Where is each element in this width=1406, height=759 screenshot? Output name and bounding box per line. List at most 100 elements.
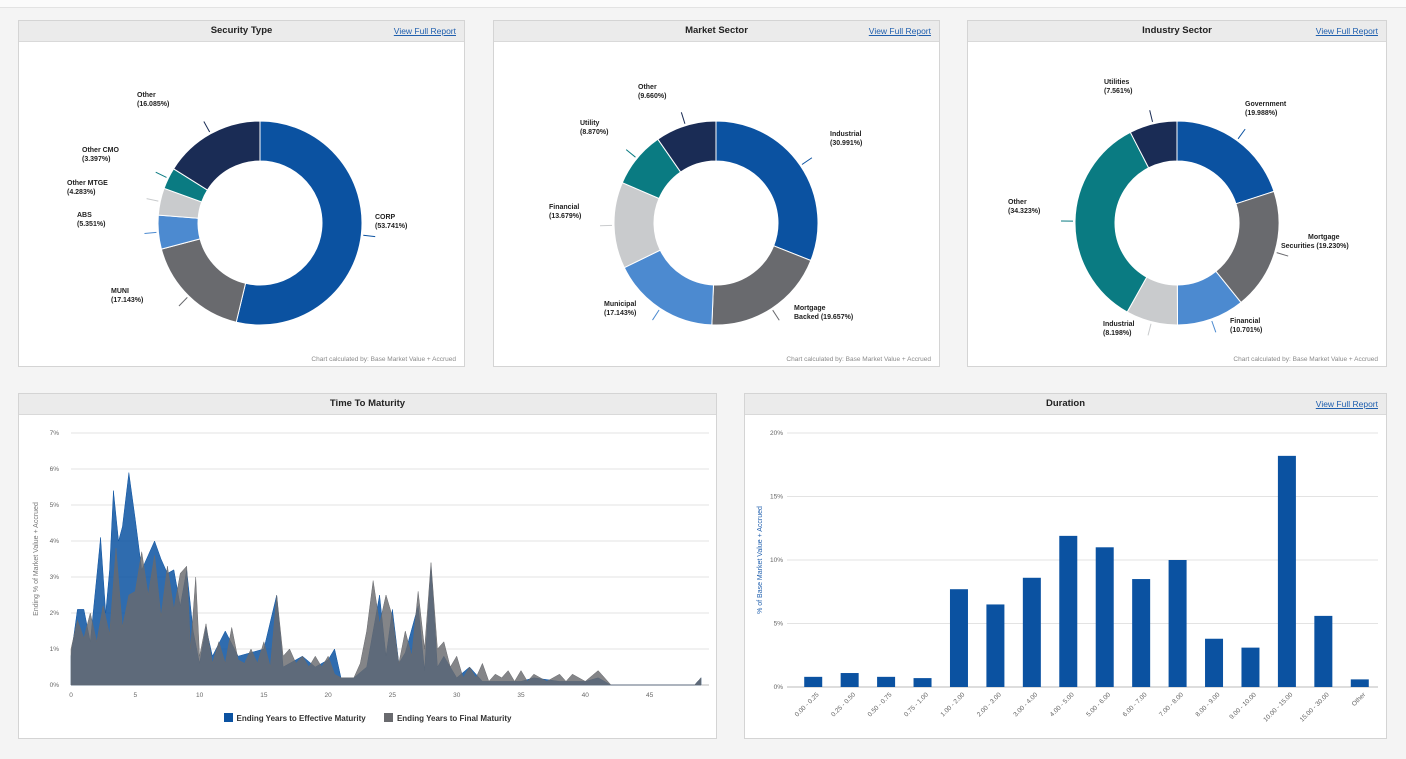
slice-label-utilities: Utilities — [1104, 79, 1129, 86]
slice-label-abs: ABS — [77, 212, 92, 219]
slice-label-muni: MUNI — [111, 288, 129, 295]
slice-value-other: (9.660%) — [638, 93, 666, 100]
duration-panel: Duration View Full Report 0% 5% 10% 15% 20%%… — [744, 393, 1387, 739]
slice-other — [1074, 131, 1150, 313]
x-tick-label: 3.00 - 4.00 — [1012, 691, 1039, 718]
legend-item-effective-maturity[interactable]: Ending Years to Effective Maturity — [223, 713, 366, 723]
y-tick-label: 5% — [50, 502, 60, 509]
y-tick-label: 10% — [770, 557, 783, 564]
legend-item-final-maturity[interactable]: Ending Years to Final Maturity — [383, 713, 512, 723]
y-tick-label: 15% — [770, 494, 783, 501]
bar-15-00-30-00 — [1314, 615, 1333, 687]
slice-value-other: (34.323%) — [1008, 208, 1040, 215]
x-tick-label: 5.00 - 6.00 — [1085, 691, 1112, 718]
x-tick-label: 40 — [582, 692, 590, 699]
view-full-report-link[interactable]: View Full Report — [1315, 399, 1378, 409]
bar-0-50-0-75 — [877, 676, 896, 687]
y-tick-label: 0% — [50, 682, 60, 689]
slice-label-industrial: Industrial — [830, 131, 862, 138]
slice-value-industrial: (8.198%) — [1103, 330, 1131, 337]
panel-header: Time To Maturity — [19, 394, 716, 415]
x-tick-label: 0 — [69, 692, 73, 699]
x-tick-label: Other — [1351, 691, 1368, 708]
y-tick-label: 6% — [50, 466, 60, 473]
market-sector-panel: Market Sector View Full Report Industria… — [493, 20, 940, 367]
slice-value-abs: (5.351%) — [77, 221, 105, 228]
legend-label: Ending Years to Final Maturity — [396, 714, 512, 723]
slice-label-corp: CORP — [375, 214, 396, 221]
slice-corp — [235, 120, 363, 326]
bar-0-75-1-00 — [913, 678, 932, 687]
bar-4-00-5-00 — [1059, 535, 1078, 687]
leader-line — [652, 309, 660, 321]
panel-title: Market Sector — [685, 25, 748, 36]
x-tick-label: 35 — [517, 692, 525, 699]
slice-label-other: Other — [137, 92, 156, 99]
x-tick-label: 9.00 - 10.00 — [1228, 691, 1258, 721]
bar-6-00-7-00 — [1132, 579, 1151, 687]
slice-other — [657, 120, 717, 173]
panel-header: Duration View Full Report — [745, 394, 1386, 415]
x-tick-label: 30 — [453, 692, 461, 699]
bar-0-00-0-25 — [804, 676, 823, 687]
market-sector-donut-chart: Industrial (30.991%) Mortgage Backed (19.65… — [549, 84, 862, 326]
leader-line — [772, 309, 780, 321]
y-tick-label: 20% — [770, 430, 783, 437]
x-tick-label: 5 — [133, 692, 137, 699]
chart-calculation-note: Chart calculated by: Base Market Value +… — [311, 356, 456, 363]
slice-label-mortgage-backed: Mortgage — [794, 305, 826, 312]
view-full-report-link[interactable]: View Full Report — [868, 26, 931, 36]
leader-line — [1149, 110, 1154, 123]
view-full-report-link[interactable]: View Full Report — [393, 26, 456, 36]
bar-9-00-10-00 — [1241, 647, 1260, 687]
security-type-panel: Security Type View Full Report CORP (53.7… — [18, 20, 465, 367]
leader-line — [146, 198, 159, 202]
x-tick-label: 15 — [260, 692, 268, 699]
y-tick-label: 2% — [50, 610, 60, 617]
y-axis-label: Ending % of Market Value + Accrued — [33, 502, 40, 616]
bar-10-00-15-00 — [1277, 455, 1296, 687]
view-full-report-link[interactable]: View Full Report — [1315, 26, 1378, 36]
bar-8-00-9-00 — [1205, 638, 1224, 687]
slice-other — [172, 120, 261, 191]
slice-label-other: Other — [638, 84, 657, 91]
x-tick-label: 2.00 - 3.00 — [976, 691, 1003, 718]
slice-value-other-cmo: (3.397%) — [82, 156, 110, 163]
leader-line — [203, 121, 211, 133]
slice-utilities — [1129, 120, 1178, 169]
slice-label-financial: Financial — [1230, 318, 1260, 325]
y-axis-label: % of Base Market Value + Accrued — [757, 506, 764, 614]
slice-value-corp: (53.741%) — [375, 223, 407, 230]
slice-label-government: Government — [1245, 101, 1287, 108]
slice-label-municipal: Municipal — [604, 301, 636, 308]
x-tick-label: 20 — [325, 692, 333, 699]
x-tick-label: 10 — [196, 692, 204, 699]
slice-label-utility: Utility — [580, 120, 600, 127]
y-tick-label: 0% — [774, 684, 784, 691]
chart-legend: Ending Years to Effective Maturity Endin… — [19, 713, 716, 723]
x-tick-label: 15.00 - 30.00 — [1299, 691, 1331, 723]
legend-swatch — [223, 713, 233, 722]
y-tick-label: 4% — [50, 538, 60, 545]
bar-2-00-3-00 — [986, 604, 1005, 687]
slice-value-mortgage-backed: Backed (19.657%) — [794, 314, 853, 321]
bar-3-00-4-00 — [1022, 577, 1041, 687]
bar-5-00-6-00 — [1095, 547, 1114, 687]
x-tick-label: 45 — [646, 692, 654, 699]
x-tick-label: 6.00 - 7.00 — [1122, 691, 1149, 718]
x-tick-label: 25 — [389, 692, 397, 699]
leader-line — [1276, 252, 1289, 257]
leader-line — [155, 171, 167, 178]
leader-line — [1147, 323, 1152, 336]
slice-value-utility: (8.870%) — [580, 129, 608, 136]
slice-value-muni: (17.143%) — [111, 297, 143, 304]
x-tick-label: 1.00 - 2.00 — [939, 691, 966, 718]
x-tick-label: 0.50 - 0.75 — [867, 691, 894, 718]
time-to-maturity-area-chart: 0% 1% 2% 3% 4% 5% 6% 7% 0 5 10 15 20 25 30 35 40 45 Ending… — [33, 430, 709, 699]
x-tick-label: 8.00 - 9.00 — [1195, 691, 1222, 718]
panel-header: Security Type View Full Report — [19, 21, 464, 42]
bar-0-25-0-50 — [840, 673, 859, 687]
bar-1-00-2-00 — [949, 589, 968, 687]
slice-muni — [160, 238, 247, 323]
leader-line — [1237, 128, 1246, 140]
